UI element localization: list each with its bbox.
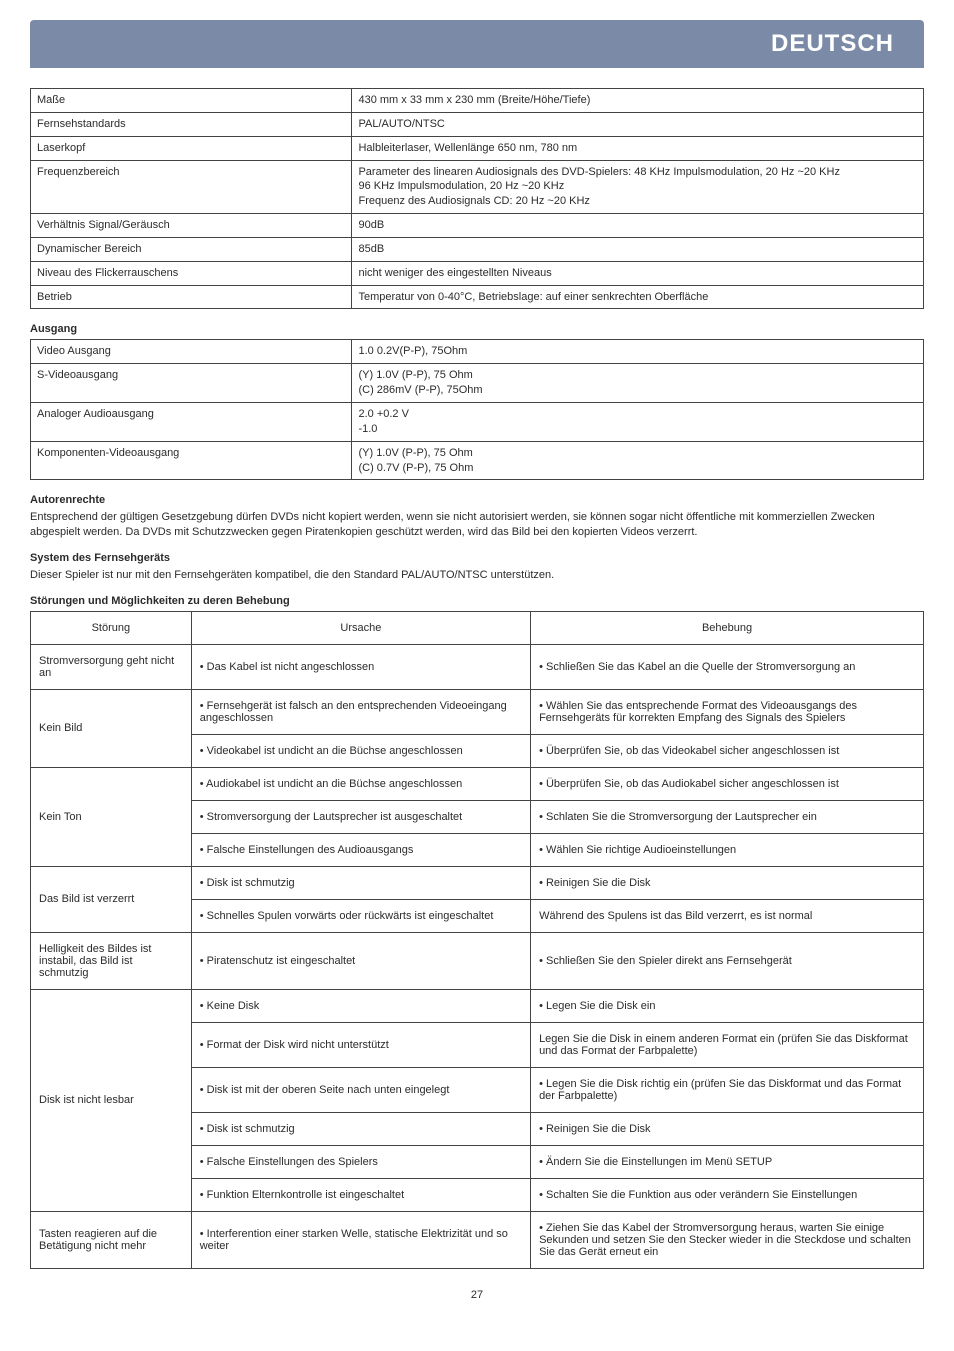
table-row: Disk ist nicht lesbarKeine DiskLegen Sie… xyxy=(31,989,924,1022)
trouble-fix: Überprüfen Sie, ob das Audiokabel sicher… xyxy=(531,767,924,800)
table-row: S-Videoausgang(Y) 1.0V (P-P), 75 Ohm (C)… xyxy=(31,364,924,403)
ausgang-table: Video Ausgang1.0 0.2V(P-P), 75OhmS-Video… xyxy=(30,339,924,480)
trouble-title: Störungen und Möglichkeiten zu deren Beh… xyxy=(30,595,924,607)
table-row: Dynamischer Bereich85dB xyxy=(31,237,924,261)
spec-label: Fernsehstandards xyxy=(31,112,352,136)
table-row: FrequenzbereichParameter des linearen Au… xyxy=(31,160,924,214)
trouble-cause: Audiokabel ist undicht an die Büchse ang… xyxy=(191,767,530,800)
table-row: LaserkopfHalbleiterlaser, Wellenlänge 65… xyxy=(31,136,924,160)
ausgang-label: Komponenten-Videoausgang xyxy=(31,441,352,480)
trouble-problem: Stromversorgung geht nicht an xyxy=(31,644,192,689)
trouble-cause: Videokabel ist undicht an die Büchse ang… xyxy=(191,734,530,767)
spec-value: nicht weniger des eingestellten Niveaus xyxy=(352,261,924,285)
table-row: Verhältnis Signal/Geräusch90dB xyxy=(31,214,924,238)
trouble-fix: Schließen Sie das Kabel an die Quelle de… xyxy=(531,644,924,689)
spec-label: Frequenzbereich xyxy=(31,160,352,214)
trouble-cause: Stromversorgung der Lautsprecher ist aus… xyxy=(191,800,530,833)
autoren-text: Entsprechend der gültigen Gesetzgebung d… xyxy=(30,510,924,540)
ausgang-title: Ausgang xyxy=(30,323,924,335)
trouble-fix: Reinigen Sie die Disk xyxy=(531,866,924,899)
trouble-problem: Tasten reagieren auf die Betätigung nich… xyxy=(31,1211,192,1268)
trouble-problem: Kein Bild xyxy=(31,689,192,767)
header-bar: DEUTSCH xyxy=(30,20,924,68)
specs-table: Maße430 mm x 33 mm x 230 mm (Breite/Höhe… xyxy=(30,88,924,309)
table-row: Komponenten-Videoausgang(Y) 1.0V (P-P), … xyxy=(31,441,924,480)
ausgang-label: Video Ausgang xyxy=(31,340,352,364)
table-row: Niveau des Flickerrauschensnicht weniger… xyxy=(31,261,924,285)
trouble-fix: Wählen Sie das entsprechende Format des … xyxy=(531,689,924,734)
trouble-cause: Disk ist schmutzig xyxy=(191,866,530,899)
trouble-cause: Falsche Einstellungen des Spielers xyxy=(191,1145,530,1178)
spec-label: Verhältnis Signal/Geräusch xyxy=(31,214,352,238)
trouble-fix: Schließen Sie den Spieler direkt ans Fer… xyxy=(531,932,924,989)
trouble-cause: Format der Disk wird nicht unterstützt xyxy=(191,1022,530,1067)
table-row: Kein BildFernsehgerät ist falsch an den … xyxy=(31,689,924,734)
trouble-problem: Disk ist nicht lesbar xyxy=(31,989,192,1211)
spec-label: Niveau des Flickerrauschens xyxy=(31,261,352,285)
page-number: 27 xyxy=(30,1289,924,1301)
system-text: Dieser Spieler ist nur mit den Fernsehge… xyxy=(30,568,924,583)
trouble-cause: Piratenschutz ist eingeschaltet xyxy=(191,932,530,989)
table-row: Tasten reagieren auf die Betätigung nich… xyxy=(31,1211,924,1268)
trouble-fix: Ändern Sie die Einstellungen im Menü SET… xyxy=(531,1145,924,1178)
spec-value: 430 mm x 33 mm x 230 mm (Breite/Höhe/Tie… xyxy=(352,89,924,113)
trouble-fix: Wählen Sie richtige Audioeinstellungen xyxy=(531,833,924,866)
trouble-cause: Fernsehgerät ist falsch an den entsprech… xyxy=(191,689,530,734)
trouble-header: Störung xyxy=(31,611,192,644)
spec-value: Parameter des linearen Audiosignals des … xyxy=(352,160,924,214)
spec-value: PAL/AUTO/NTSC xyxy=(352,112,924,136)
trouble-fix: Reinigen Sie die Disk xyxy=(531,1112,924,1145)
trouble-fix: Schalten Sie die Funktion aus oder verän… xyxy=(531,1178,924,1211)
table-row: Video Ausgang1.0 0.2V(P-P), 75Ohm xyxy=(31,340,924,364)
ausgang-value: 2.0 +0.2 V -1.0 xyxy=(352,402,924,441)
trouble-fix: Schlaten Sie die Stromversorgung der Lau… xyxy=(531,800,924,833)
trouble-fix: Legen Sie die Disk ein xyxy=(531,989,924,1022)
trouble-fix: Ziehen Sie das Kabel der Stromversorgung… xyxy=(531,1211,924,1268)
table-row: Stromversorgung geht nicht anDas Kabel i… xyxy=(31,644,924,689)
trouble-fix: Legen Sie die Disk richtig ein (prüfen S… xyxy=(531,1067,924,1112)
trouble-fix: Während des Spulens ist das Bild verzerr… xyxy=(531,899,924,932)
trouble-problem: Das Bild ist verzerrt xyxy=(31,866,192,932)
table-row: FernsehstandardsPAL/AUTO/NTSC xyxy=(31,112,924,136)
spec-value: Halbleiterlaser, Wellenlänge 650 nm, 780… xyxy=(352,136,924,160)
trouble-table: StörungUrsacheBehebungStromversorgung ge… xyxy=(30,611,924,1269)
trouble-cause: Interferention einer starken Welle, stat… xyxy=(191,1211,530,1268)
ausgang-value: (Y) 1.0V (P-P), 75 Ohm (C) 0.7V (P-P), 7… xyxy=(352,441,924,480)
table-row: Kein TonAudiokabel ist undicht an die Bü… xyxy=(31,767,924,800)
ausgang-label: S-Videoausgang xyxy=(31,364,352,403)
trouble-cause: Schnelles Spulen vorwärts oder rückwärts… xyxy=(191,899,530,932)
table-header-row: StörungUrsacheBehebung xyxy=(31,611,924,644)
trouble-header: Behebung xyxy=(531,611,924,644)
trouble-header: Ursache xyxy=(191,611,530,644)
spec-value: Temperatur von 0-40°C, Betriebslage: auf… xyxy=(352,285,924,309)
trouble-fix: Legen Sie die Disk in einem anderen Form… xyxy=(531,1022,924,1067)
trouble-problem: Kein Ton xyxy=(31,767,192,866)
table-row: Maße430 mm x 33 mm x 230 mm (Breite/Höhe… xyxy=(31,89,924,113)
ausgang-label: Analoger Audioausgang xyxy=(31,402,352,441)
trouble-fix: Überprüfen Sie, ob das Videokabel sicher… xyxy=(531,734,924,767)
trouble-cause: Falsche Einstellungen des Audioausgangs xyxy=(191,833,530,866)
spec-value: 85dB xyxy=(352,237,924,261)
ausgang-value: (Y) 1.0V (P-P), 75 Ohm (C) 286mV (P-P), … xyxy=(352,364,924,403)
table-row: Analoger Audioausgang2.0 +0.2 V -1.0 xyxy=(31,402,924,441)
autoren-title: Autorenrechte xyxy=(30,494,924,506)
ausgang-value: 1.0 0.2V(P-P), 75Ohm xyxy=(352,340,924,364)
trouble-cause: Funktion Elternkontrolle ist eingeschalt… xyxy=(191,1178,530,1211)
system-title: System des Fernsehgeräts xyxy=(30,552,924,564)
trouble-cause: Das Kabel ist nicht angeschlossen xyxy=(191,644,530,689)
spec-label: Dynamischer Bereich xyxy=(31,237,352,261)
spec-label: Maße xyxy=(31,89,352,113)
trouble-cause: Disk ist mit der oberen Seite nach unten… xyxy=(191,1067,530,1112)
table-row: Das Bild ist verzerrtDisk ist schmutzigR… xyxy=(31,866,924,899)
trouble-cause: Disk ist schmutzig xyxy=(191,1112,530,1145)
spec-label: Laserkopf xyxy=(31,136,352,160)
trouble-cause: Keine Disk xyxy=(191,989,530,1022)
spec-label: Betrieb xyxy=(31,285,352,309)
trouble-problem: Helligkeit des Bildes ist instabil, das … xyxy=(31,932,192,989)
spec-value: 90dB xyxy=(352,214,924,238)
table-row: BetriebTemperatur von 0-40°C, Betriebsla… xyxy=(31,285,924,309)
table-row: Helligkeit des Bildes ist instabil, das … xyxy=(31,932,924,989)
